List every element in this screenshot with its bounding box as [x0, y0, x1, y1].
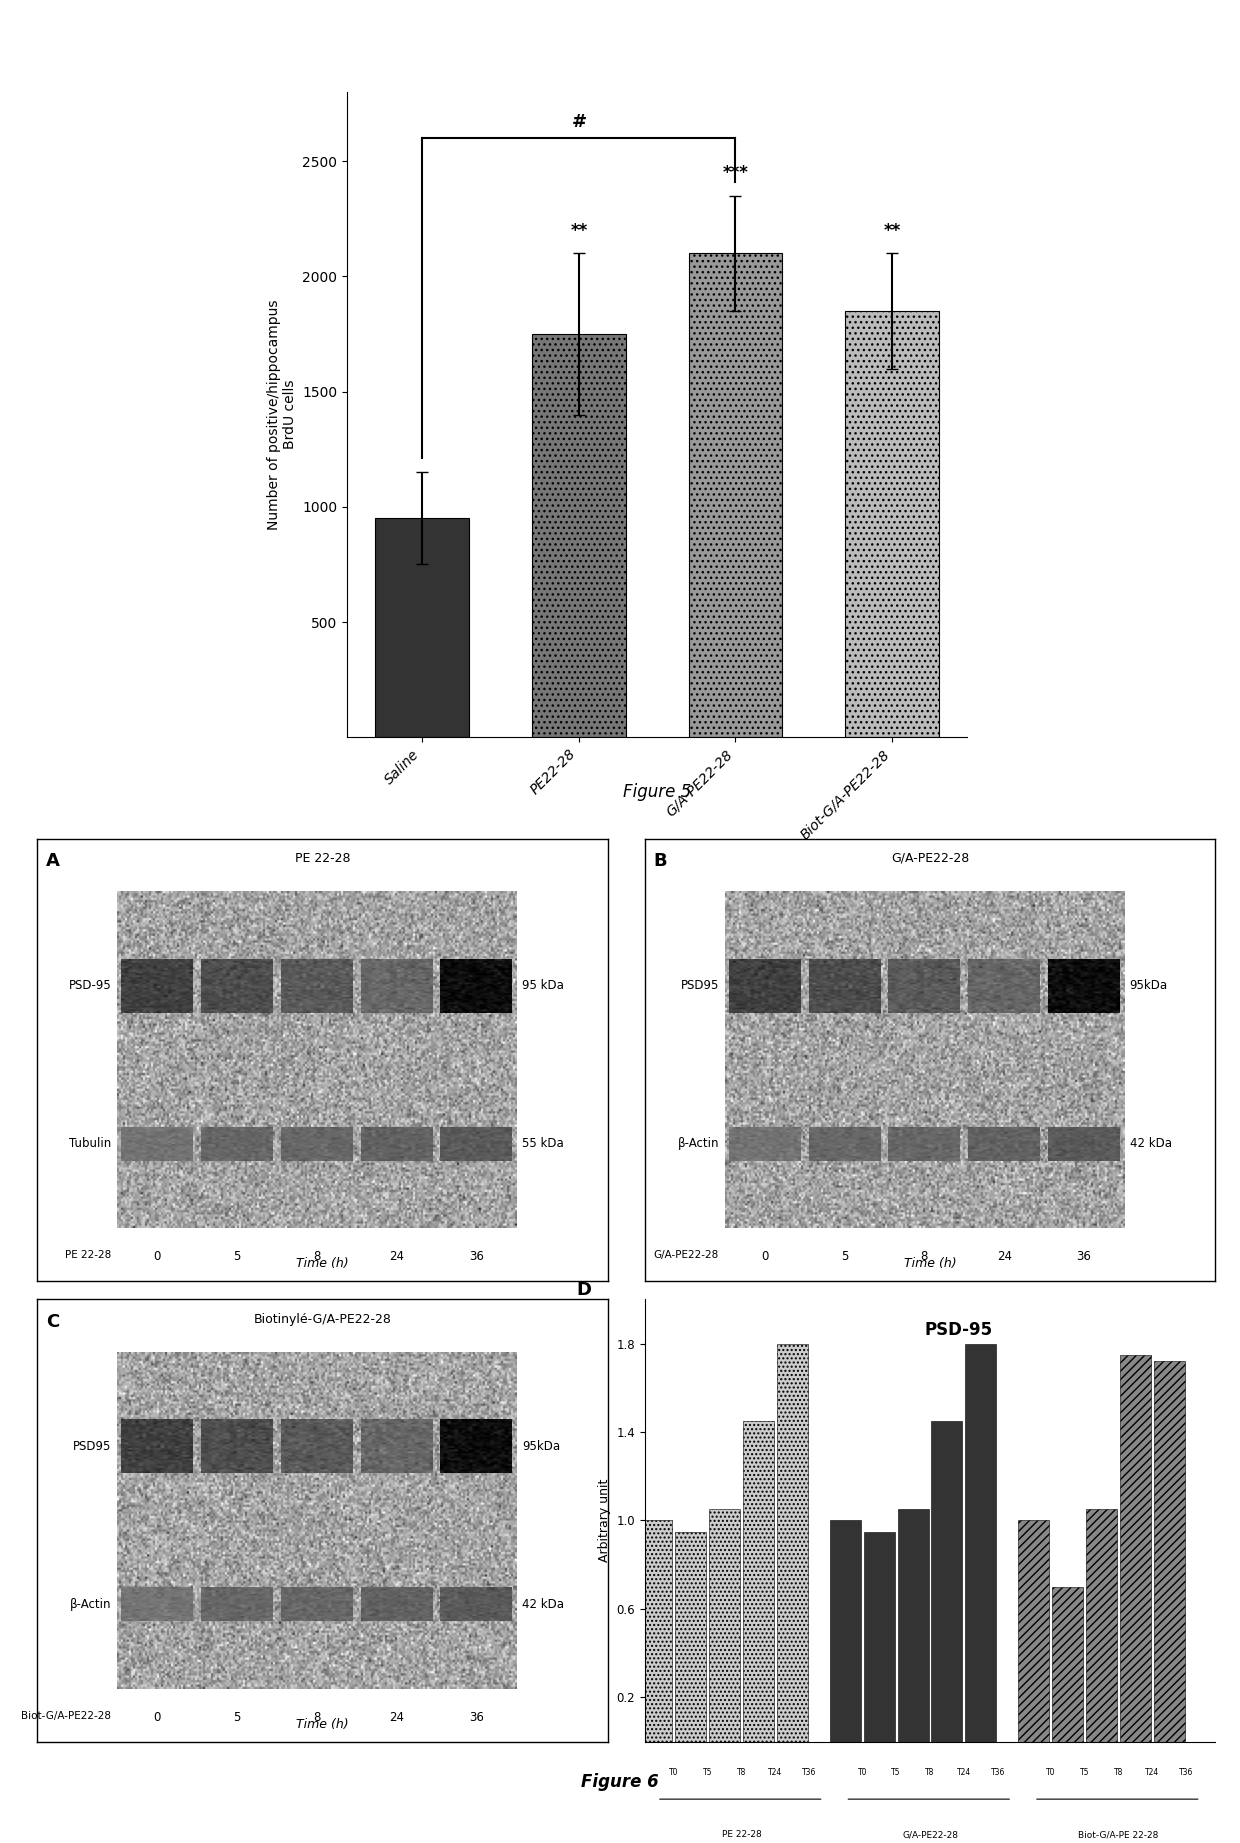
Text: PE 22-28: PE 22-28 — [66, 1250, 112, 1261]
Text: 95kDa: 95kDa — [1130, 979, 1168, 992]
Text: T0: T0 — [670, 1767, 678, 1777]
Text: 0: 0 — [154, 1710, 161, 1723]
Text: 8: 8 — [312, 1710, 320, 1723]
Text: G/A-PE22-28: G/A-PE22-28 — [653, 1250, 719, 1261]
Bar — [1120, 1355, 1151, 1742]
Bar — [641, 1520, 672, 1742]
Text: Biot-G/A-PE 22-28: Biot-G/A-PE 22-28 — [1079, 1830, 1158, 1839]
Text: A: A — [46, 851, 60, 870]
Text: T8: T8 — [925, 1767, 935, 1777]
Bar — [688, 254, 782, 737]
Text: T5: T5 — [1080, 1767, 1090, 1777]
Y-axis label: Arbitrary unit: Arbitrary unit — [598, 1478, 611, 1563]
Text: 0: 0 — [154, 1250, 161, 1262]
Bar — [1153, 1362, 1185, 1742]
Bar — [709, 1509, 740, 1742]
Text: T24: T24 — [769, 1767, 782, 1777]
Bar — [931, 1421, 962, 1742]
Text: 36: 36 — [1076, 1250, 1091, 1262]
Text: B: B — [653, 851, 667, 870]
Text: 8: 8 — [920, 1250, 928, 1262]
Text: PSD95: PSD95 — [73, 1439, 112, 1452]
Bar — [846, 311, 939, 737]
Text: 24: 24 — [997, 1250, 1012, 1262]
Text: **: ** — [883, 221, 900, 240]
Text: 0: 0 — [761, 1250, 769, 1262]
Bar — [1053, 1587, 1084, 1742]
Text: 8: 8 — [312, 1250, 320, 1262]
Bar — [830, 1520, 861, 1742]
Text: 5: 5 — [233, 1710, 241, 1723]
Text: ***: *** — [723, 164, 749, 182]
Text: 95kDa: 95kDa — [522, 1439, 560, 1452]
Text: 55 kDa: 55 kDa — [522, 1137, 564, 1150]
Bar — [376, 518, 469, 737]
Text: C: C — [46, 1312, 60, 1331]
Text: PSD-95: PSD-95 — [925, 1321, 992, 1340]
Text: 5: 5 — [841, 1250, 848, 1262]
Text: Time (h): Time (h) — [296, 1257, 348, 1270]
Text: Tubulin: Tubulin — [69, 1137, 112, 1150]
Text: G/A-PE22-28: G/A-PE22-28 — [890, 851, 970, 864]
Text: 5: 5 — [233, 1250, 241, 1262]
Text: Biotinylé-G/A-PE22-28: Biotinylé-G/A-PE22-28 — [253, 1312, 392, 1325]
Bar — [743, 1421, 774, 1742]
Text: **: ** — [570, 221, 588, 240]
Bar — [675, 1532, 707, 1742]
Text: G/A-PE22-28: G/A-PE22-28 — [901, 1830, 959, 1839]
Text: 42 kDa: 42 kDa — [1130, 1137, 1172, 1150]
Text: 24: 24 — [389, 1710, 404, 1723]
Bar — [532, 334, 626, 737]
Text: Biot-G/A-PE22-28: Biot-G/A-PE22-28 — [21, 1710, 112, 1721]
Text: T8: T8 — [737, 1767, 746, 1777]
Y-axis label: Number of positive/hippocampus
BrdU cells: Number of positive/hippocampus BrdU cell… — [267, 299, 296, 531]
Text: T0: T0 — [1047, 1767, 1055, 1777]
Text: T5: T5 — [892, 1767, 901, 1777]
Bar — [965, 1344, 996, 1742]
Text: 36: 36 — [469, 1710, 484, 1723]
Text: 42 kDa: 42 kDa — [522, 1598, 564, 1611]
Text: Figure 5: Figure 5 — [622, 783, 692, 802]
Text: T0: T0 — [858, 1767, 867, 1777]
Text: PE 22-28: PE 22-28 — [722, 1830, 761, 1839]
Text: T24: T24 — [1146, 1767, 1159, 1777]
Text: β-Actin: β-Actin — [69, 1598, 112, 1611]
Text: 95 kDa: 95 kDa — [522, 979, 564, 992]
Bar — [864, 1532, 895, 1742]
Bar — [898, 1509, 929, 1742]
Text: β-Actin: β-Actin — [677, 1137, 719, 1150]
Text: #: # — [572, 112, 587, 131]
Text: 24: 24 — [389, 1250, 404, 1262]
Text: Time (h): Time (h) — [296, 1718, 348, 1731]
Text: 36: 36 — [469, 1250, 484, 1262]
Text: PE 22-28: PE 22-28 — [295, 851, 350, 864]
Text: D: D — [577, 1281, 591, 1299]
Text: T24: T24 — [957, 1767, 971, 1777]
Text: PSD-95: PSD-95 — [68, 979, 112, 992]
Text: T36: T36 — [1179, 1767, 1193, 1777]
Bar — [1086, 1509, 1117, 1742]
Text: T5: T5 — [703, 1767, 713, 1777]
Text: T36: T36 — [991, 1767, 1004, 1777]
Text: Figure 6: Figure 6 — [582, 1773, 658, 1791]
Bar — [1018, 1520, 1049, 1742]
Bar — [776, 1344, 807, 1742]
Text: PSD95: PSD95 — [681, 979, 719, 992]
Text: Time (h): Time (h) — [904, 1257, 956, 1270]
Text: T36: T36 — [802, 1767, 816, 1777]
Text: T8: T8 — [1114, 1767, 1123, 1777]
